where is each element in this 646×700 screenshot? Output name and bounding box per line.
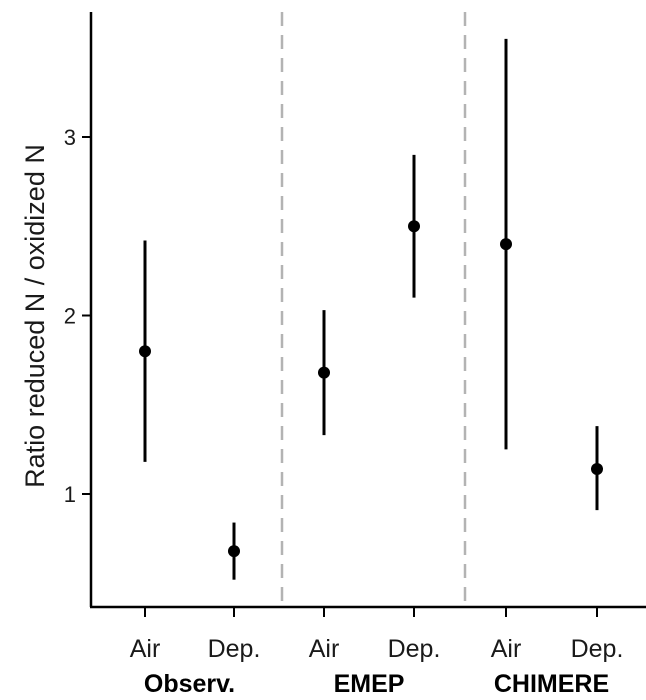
point-observ-air: [139, 345, 151, 358]
axes: [89, 12, 646, 609]
point-observ-dep: [228, 545, 240, 558]
x-ticks: Air Dep. Air Dep. Air Dep.: [130, 607, 624, 663]
point-chimere-air: [500, 238, 512, 251]
group-separators: [280, 12, 467, 607]
x-tick-label-emep-dep: Dep.: [388, 635, 441, 663]
x-tick-label-observ-air: Air: [130, 635, 161, 663]
group-label-observ: Observ.: [144, 670, 235, 698]
point-emep-dep: [408, 220, 420, 233]
error-bars: [143, 38, 599, 580]
group-label-emep: EMEP: [334, 670, 405, 698]
x-tick-label-chimere-air: Air: [491, 635, 522, 663]
y-tick-label-3: 3: [64, 125, 76, 150]
point-chimere-dep: [591, 463, 603, 476]
y-tick-label-2: 2: [64, 304, 76, 329]
point-emep-air: [318, 366, 330, 379]
x-tick-label-observ-dep: Dep.: [208, 635, 261, 663]
x-tick-label-chimere-dep: Dep.: [571, 635, 624, 663]
group-labels: Observ. EMEP CHIMERE: [144, 670, 609, 698]
group-label-chimere: CHIMERE: [494, 670, 609, 698]
y-tick-label-1: 1: [64, 482, 76, 507]
data-points: [139, 220, 603, 558]
x-tick-label-emep-air: Air: [309, 635, 340, 663]
y-axis-title: Ratio reduced N / oxidized N: [20, 144, 50, 488]
y-ticks: 1 2 3: [64, 125, 91, 507]
